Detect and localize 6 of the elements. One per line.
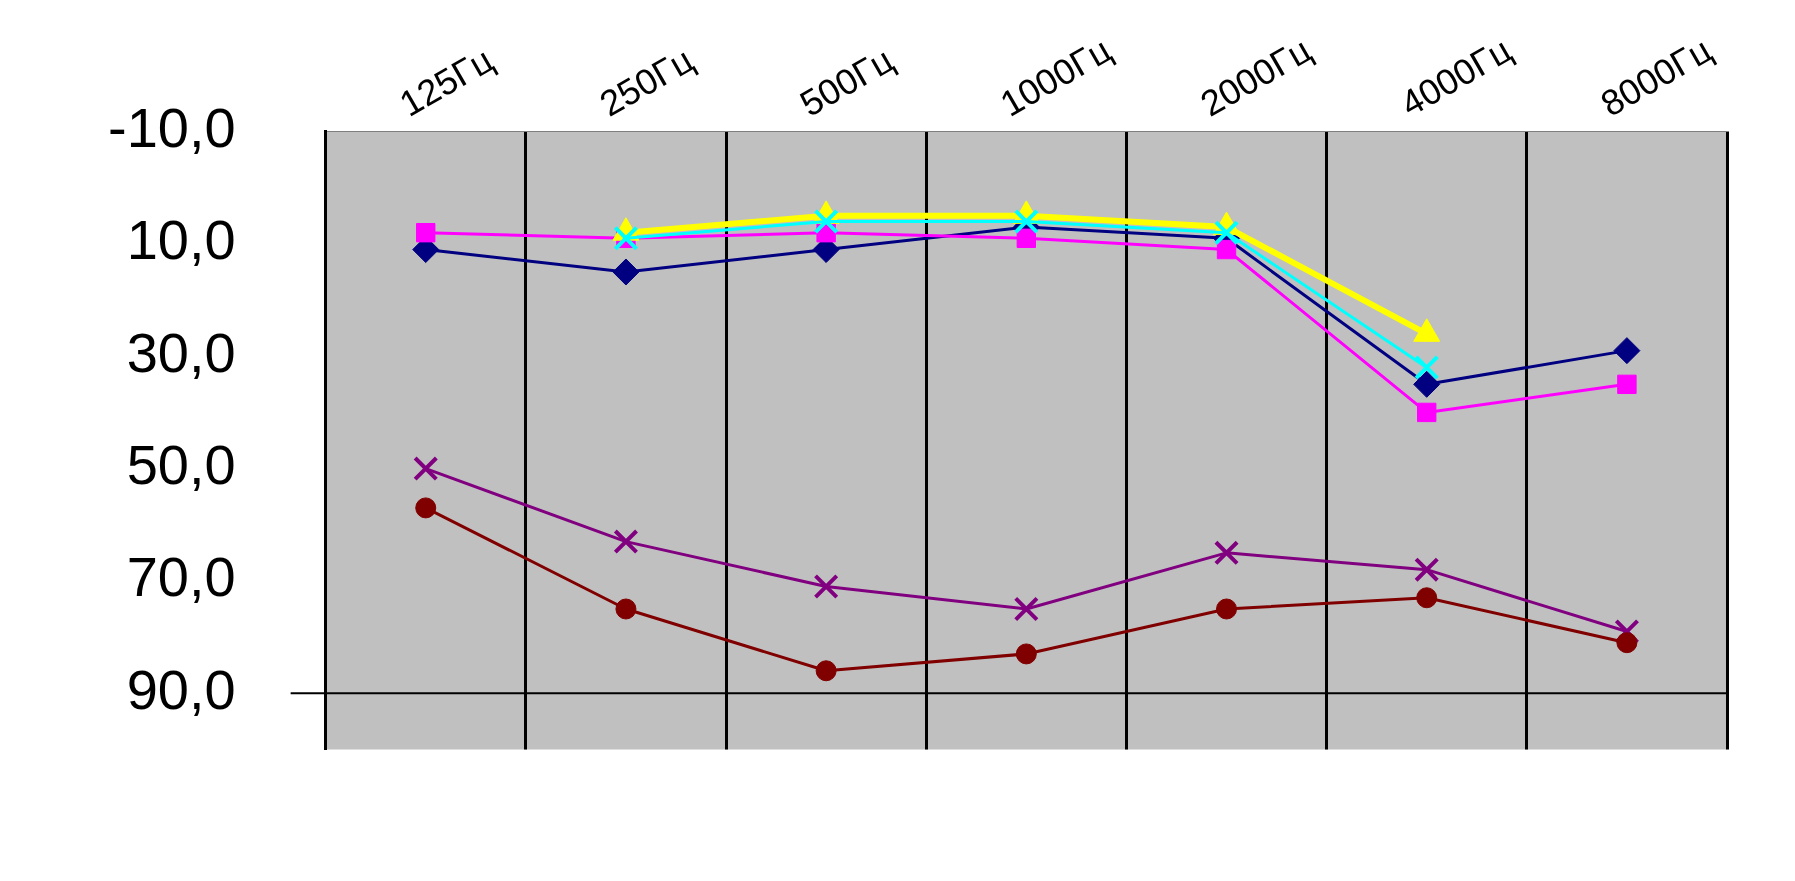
- y-tick-label: 70,0: [126, 545, 236, 609]
- y-tick-label: 10,0: [126, 208, 236, 272]
- y-tick-label: 50,0: [126, 433, 236, 497]
- y-tick-label: 30,0: [126, 320, 236, 384]
- y-tick-label: -10,0: [108, 96, 236, 160]
- y-tick-label: 90,0: [126, 657, 236, 721]
